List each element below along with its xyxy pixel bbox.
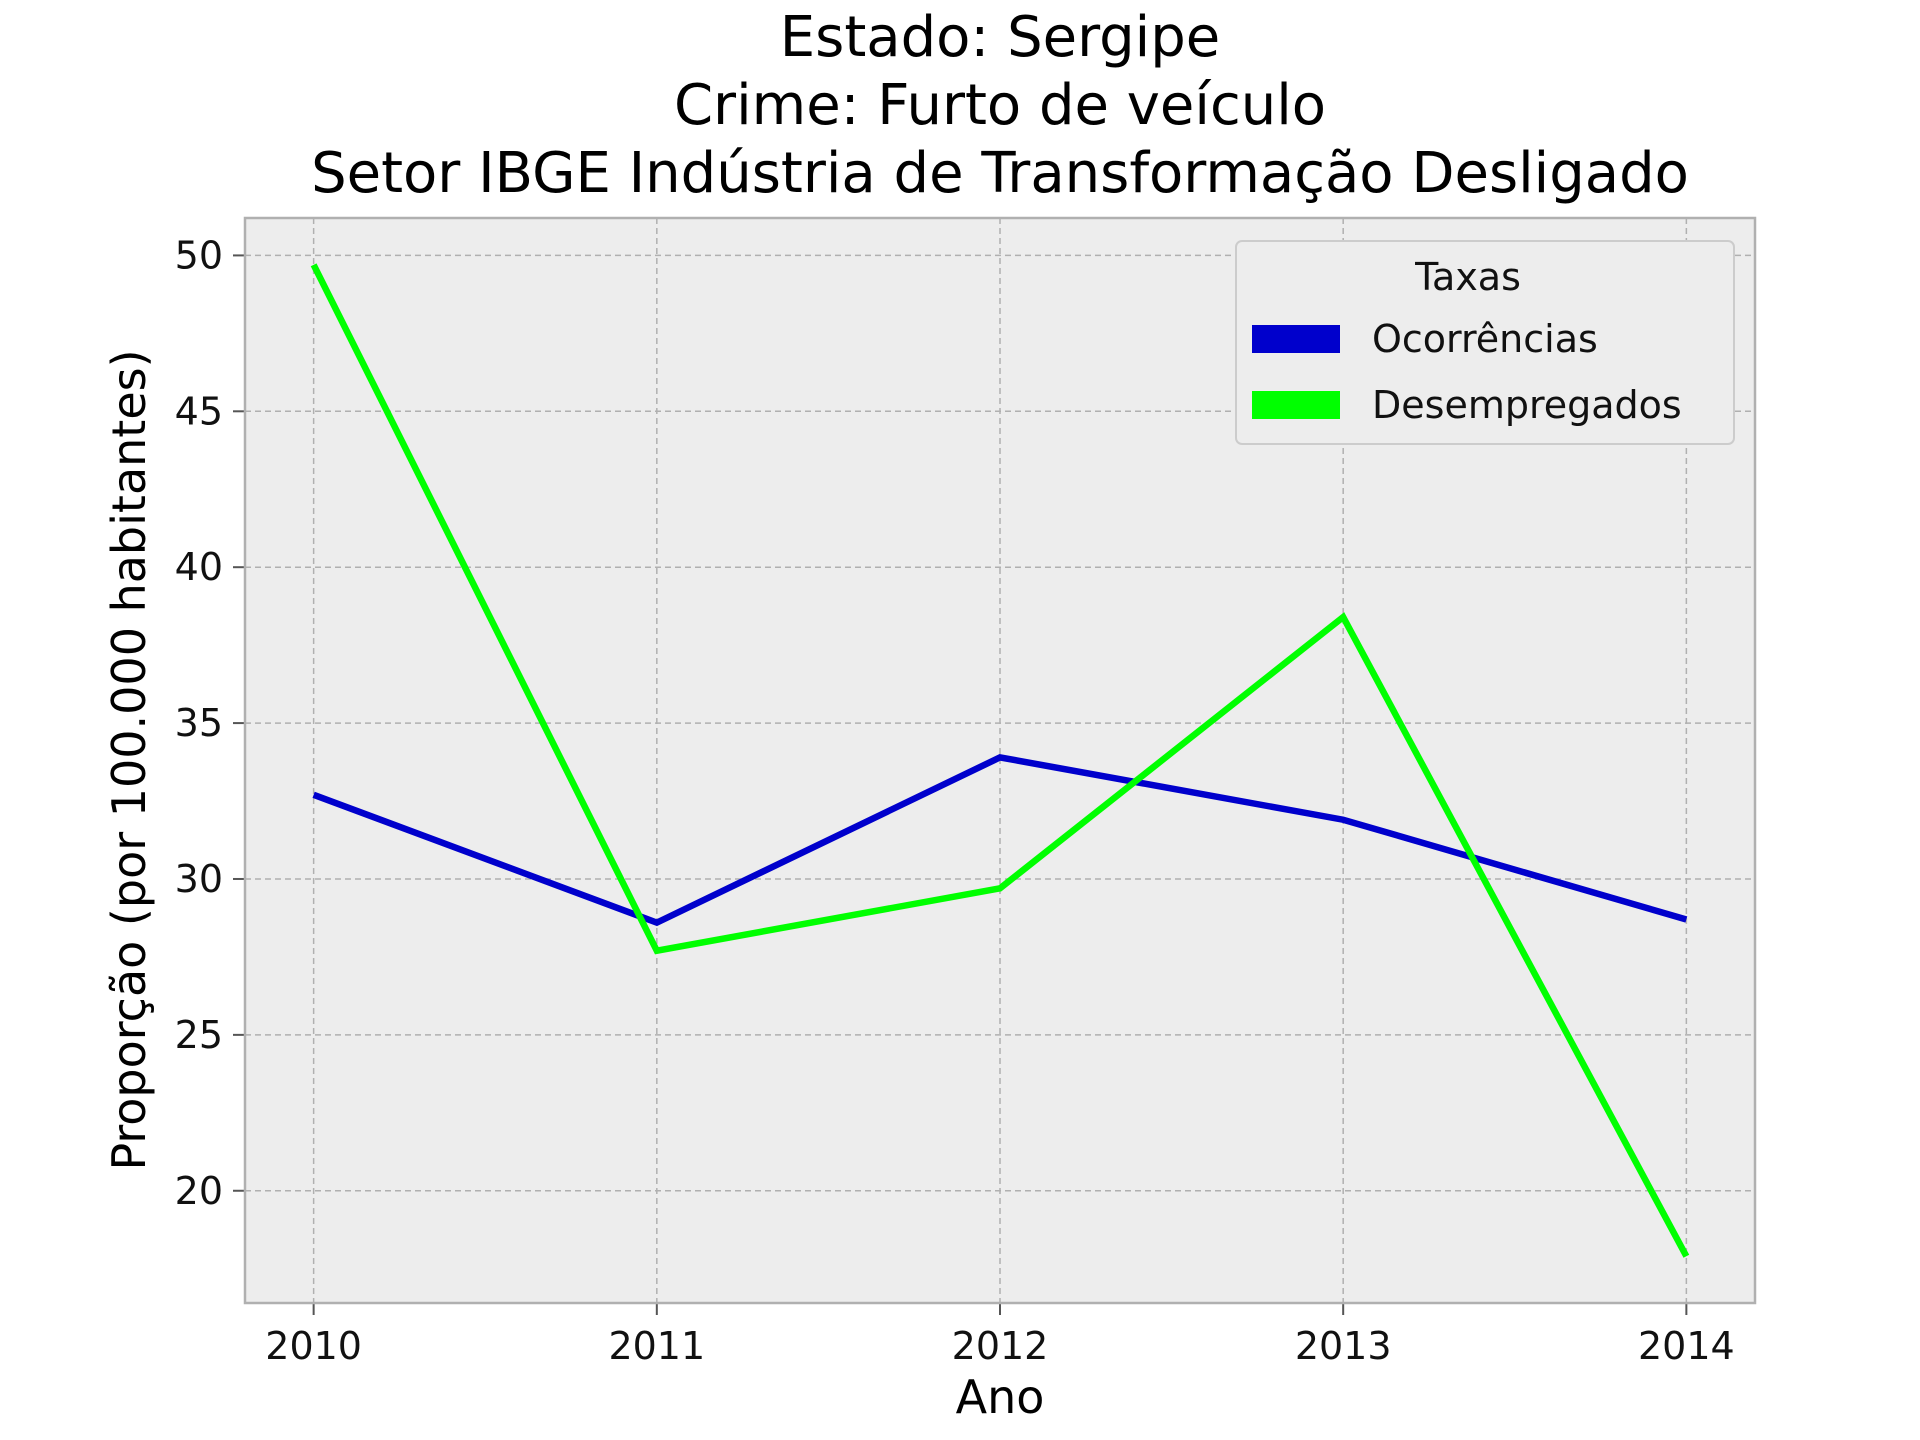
series-line-0 (312, 753, 1688, 927)
legend-title: Taxas (1414, 255, 1521, 299)
plot-frame (243, 216, 1757, 1305)
y-tick-label: 45 (175, 389, 223, 433)
legend-swatch-ocorrencias (1252, 325, 1340, 353)
chart-title: Estado: Sergipe Crime: Furto de veículo … (311, 5, 1689, 206)
title-line-1: Estado: Sergipe (780, 5, 1220, 70)
x-tick-label: 2011 (608, 1324, 705, 1368)
title-line-2: Crime: Furto de veículo (674, 73, 1326, 138)
legend: Taxas Ocorrências Desempregados (1235, 240, 1735, 445)
y-tick-label: 40 (175, 545, 223, 589)
x-axis-label: Ano (956, 1370, 1045, 1424)
y-tick-label: 25 (175, 1013, 223, 1057)
series-line-1 (310, 263, 1690, 1258)
legend-label-desempregados: Desempregados (1372, 383, 1682, 427)
legend-swatch-desempregados (1252, 391, 1340, 419)
y-tick-label: 20 (175, 1169, 223, 1213)
y-axis-ticks: 20 25 30 35 40 45 50 (175, 233, 245, 1213)
legend-label-ocorrencias: Ocorrências (1372, 317, 1598, 361)
x-tick-label: 2014 (1638, 1324, 1735, 1368)
legend-box (1235, 240, 1735, 445)
y-axis-label: Proporção (por 100.000 habitantes) (102, 349, 156, 1170)
x-tick-label: 2013 (1295, 1324, 1392, 1368)
x-tick-label: 2010 (265, 1324, 362, 1368)
y-tick-label: 50 (175, 233, 223, 277)
y-tick-label: 35 (175, 701, 223, 745)
x-tick-label: 2012 (952, 1324, 1049, 1368)
title-line-3: Setor IBGE Indústria de Transformação De… (311, 141, 1689, 206)
y-tick-label: 30 (175, 857, 223, 901)
x-axis-ticks: 2010 2011 2012 2013 2014 (265, 1303, 1735, 1368)
series-lines (310, 263, 1690, 1258)
